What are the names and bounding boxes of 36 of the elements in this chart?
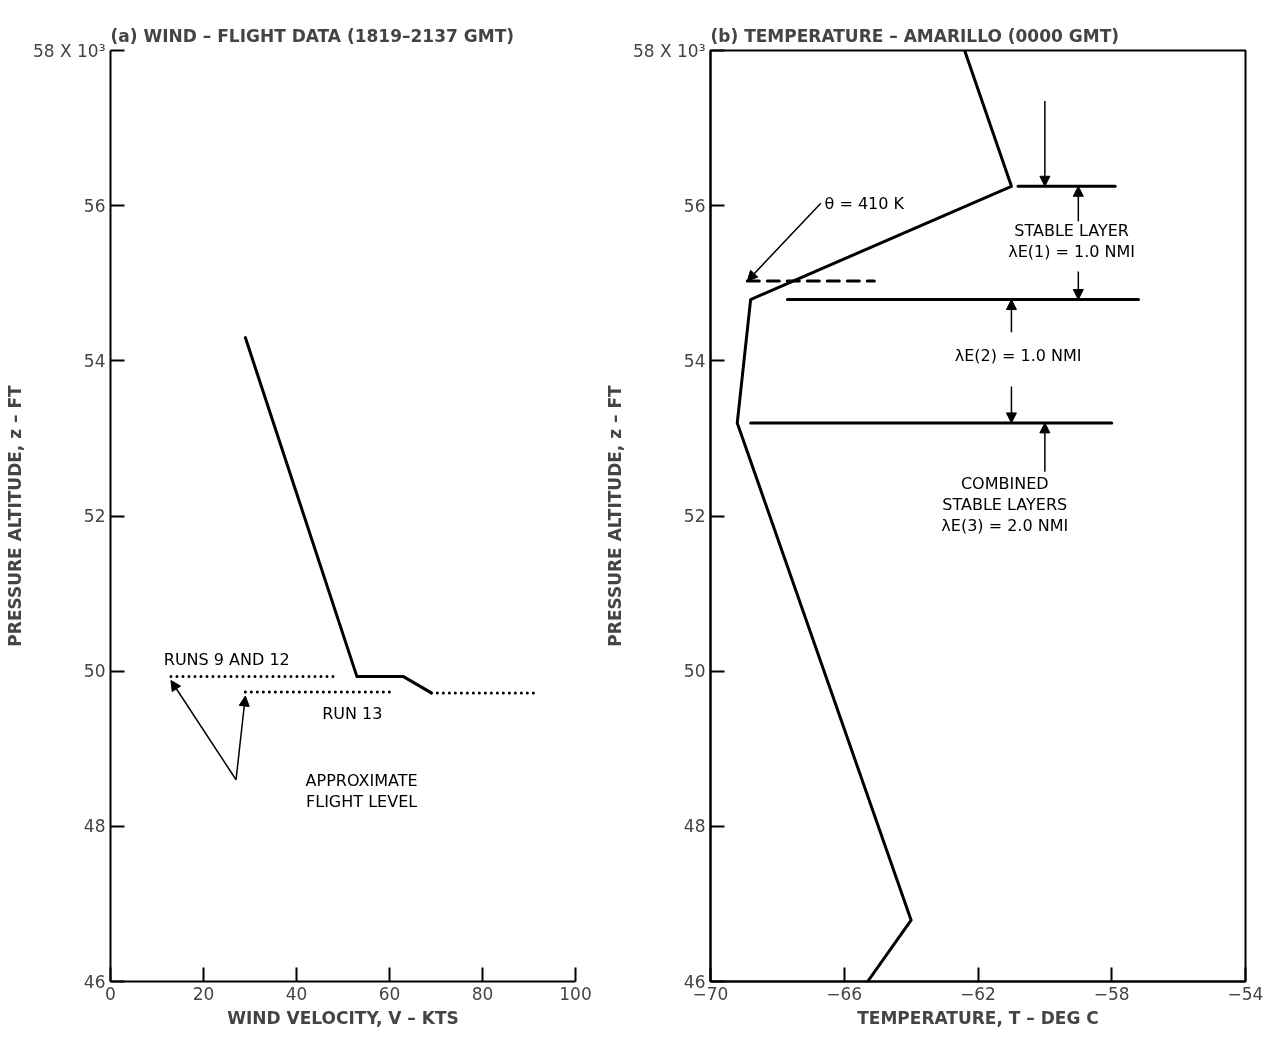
- y-tick-label: 54: [683, 350, 706, 371]
- chart-title: (b) TEMPERATURE – AMARILLO (0000 GMT): [710, 25, 1120, 46]
- annotation: θ = 410 K: [824, 193, 905, 213]
- y-tick-label: 58 X 10³: [632, 40, 706, 61]
- y-tick-label: 54: [83, 350, 106, 371]
- x-tick-label: 80: [471, 983, 494, 1004]
- x-tick-label: 0: [105, 983, 116, 1004]
- x-tick-label: 60: [378, 983, 401, 1004]
- x-tick-label: −58: [1093, 983, 1130, 1004]
- y-tick-label: 50: [83, 661, 106, 682]
- annotation: STABLE LAYER λE(1) = 1.0 NMI: [1008, 220, 1136, 261]
- x-axis-title: TEMPERATURE, T – DEG C: [857, 1007, 1099, 1028]
- y-tick-label: 46: [83, 971, 106, 992]
- x-tick-label: −62: [960, 983, 996, 1004]
- annotation: λE(2) = 1.0 NMI: [954, 345, 1082, 365]
- x-tick-label: 40: [285, 983, 308, 1004]
- annotation: RUN 13: [322, 704, 383, 724]
- x-axis-title: WIND VELOCITY, V – KTS: [227, 1007, 459, 1028]
- y-tick-label: 52: [683, 506, 706, 526]
- annotation: APPROXIMATE FLIGHT LEVEL: [305, 771, 418, 812]
- y-tick-label: 48: [83, 816, 106, 837]
- annotation: COMBINED STABLE LAYERS λE(3) = 2.0 NMI: [941, 473, 1069, 535]
- annotation: RUNS 9 AND 12: [163, 650, 290, 670]
- chart-title: (a) WIND – FLIGHT DATA (1819–2137 GMT): [110, 25, 515, 46]
- y-axis-title: PRESSURE ALTITUDE, z – FT: [604, 384, 625, 647]
- x-tick-label: −66: [826, 983, 863, 1004]
- x-tick-label: 100: [559, 983, 592, 1004]
- y-tick-label: 50: [683, 661, 706, 682]
- y-tick-label: 58 X 10³: [32, 40, 106, 61]
- y-tick-label: 56: [83, 195, 106, 216]
- y-tick-label: 52: [83, 506, 106, 526]
- y-axis-title: PRESSURE ALTITUDE, z – FT: [4, 384, 25, 647]
- x-tick-label: 20: [192, 983, 215, 1004]
- y-tick-label: 56: [683, 195, 706, 216]
- y-tick-label: 48: [683, 816, 706, 837]
- x-tick-label: −54: [1227, 983, 1264, 1004]
